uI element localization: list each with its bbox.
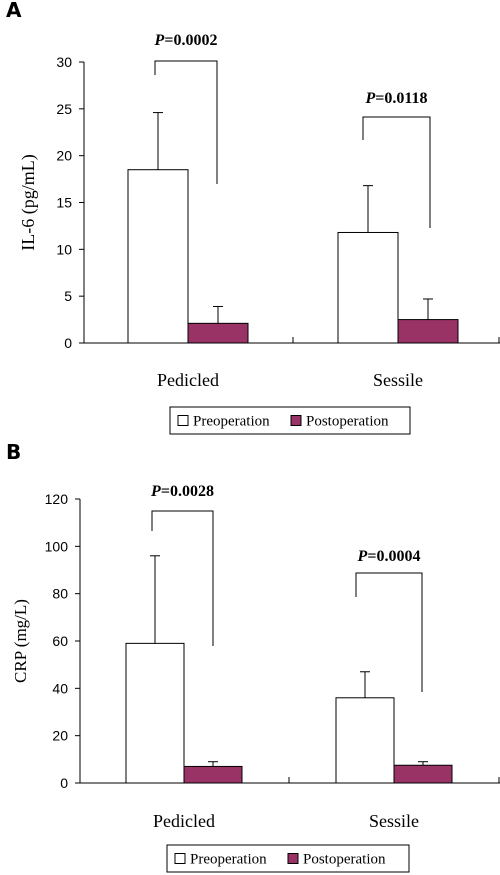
charta-p-value-label: P=0.0118 bbox=[364, 90, 427, 107]
charta-category-label-sessile: Sessile bbox=[373, 370, 423, 390]
charta-y-tick-label: 5 bbox=[64, 288, 72, 304]
charta-bar-pre-sessile bbox=[337, 231, 399, 344]
charta-legend-swatch-pre bbox=[177, 415, 189, 426]
chartb-category-label-pedicled: Pedicled bbox=[153, 811, 215, 831]
charta-significance-bracket bbox=[362, 116, 431, 228]
chartb-bar-pre-pedicled bbox=[125, 642, 185, 784]
charta-legend-label-pre: Preoperation bbox=[193, 414, 270, 430]
chartb-significance-bracket bbox=[151, 510, 214, 646]
chartb-y-tick-label: 60 bbox=[52, 633, 68, 649]
chartb-legend-swatch-post bbox=[287, 853, 299, 864]
chartb-p-value-label: P=0.0028 bbox=[150, 483, 214, 500]
chartb-y-tick-label: 40 bbox=[52, 680, 68, 696]
charta-legend-label-post: Postoperation bbox=[306, 414, 389, 430]
charta-y-tick-label: 25 bbox=[56, 101, 72, 117]
charta-y-tick-label: 20 bbox=[56, 148, 72, 164]
panel-label-a: A bbox=[6, 0, 22, 22]
charta-y-tick-label: 10 bbox=[56, 241, 72, 257]
charta-bar-pre-pedicled bbox=[127, 169, 189, 344]
charta-category-label-pedicled: Pedicled bbox=[157, 370, 219, 390]
chartb-y-tick-label: 120 bbox=[45, 491, 69, 507]
panel-label-b: B bbox=[6, 440, 22, 464]
charta-p-value-label: P=0.0002 bbox=[154, 32, 218, 49]
chartb-legend-label-post: Postoperation bbox=[303, 852, 386, 868]
chartb-significance-bracket bbox=[355, 572, 423, 692]
charta-y-axis-label: IL-6 (pg/mL) bbox=[18, 154, 39, 250]
chartb-y-tick-label: 20 bbox=[52, 728, 68, 744]
chartb-category-label-sessile: Sessile bbox=[369, 811, 419, 831]
charta-legend-box bbox=[169, 406, 411, 435]
charta-legend-swatch-post bbox=[290, 415, 302, 426]
chartb-legend-swatch-pre bbox=[174, 853, 186, 864]
chartb-y-tick-label: 0 bbox=[60, 775, 68, 791]
chartb-legend-label-pre: Preoperation bbox=[190, 852, 267, 868]
charta-significance-bracket bbox=[154, 60, 218, 184]
chartb-bar-post-sessile bbox=[393, 764, 453, 784]
chartb-bar-pre-sessile bbox=[335, 697, 395, 784]
charta-y-tick-label: 0 bbox=[64, 335, 72, 351]
charta-bar-post-pedicled bbox=[187, 322, 249, 344]
charta-bar-post-sessile bbox=[397, 319, 459, 344]
chartb-y-tick-label: 80 bbox=[52, 586, 68, 602]
chartb-y-axis-label: CRP (mg/L) bbox=[11, 599, 30, 683]
charta-y-tick-label: 30 bbox=[56, 54, 72, 70]
chartb-bar-post-pedicled bbox=[183, 765, 243, 784]
chartb-y-tick-label: 100 bbox=[45, 538, 69, 554]
charta-y-tick-label: 15 bbox=[56, 195, 72, 211]
chartb-p-value-label: P=0.0004 bbox=[357, 548, 421, 565]
